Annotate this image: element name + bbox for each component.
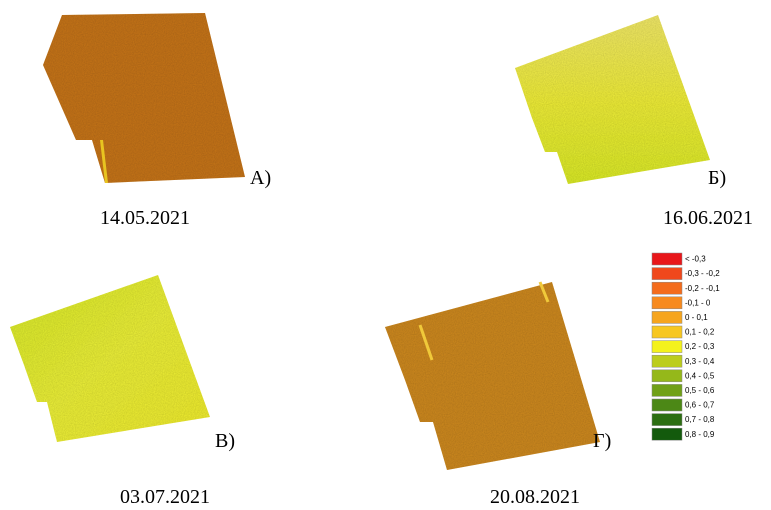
panel-letter: Б): [708, 167, 726, 189]
legend-swatch: [652, 341, 682, 353]
field-map: [43, 13, 245, 183]
legend-swatch: [652, 428, 682, 440]
panel-date: 16.06.2021: [663, 207, 753, 229]
legend-label: 0 - 0,1: [685, 313, 708, 322]
legend-label: 0,5 - 0,6: [685, 386, 715, 395]
legend-swatch: [652, 355, 682, 367]
legend-label: 0,1 - 0,2: [685, 328, 715, 337]
field-map: [385, 282, 600, 470]
legend-swatch: [652, 370, 682, 382]
legend-label: < -0,3: [685, 255, 706, 264]
legend-label: 0,4 - 0,5: [685, 371, 715, 380]
legend-swatch: [652, 414, 682, 426]
panel-date: 14.05.2021: [100, 207, 190, 229]
figure-canvas: А) 14.05.2021 Б) 16.06.2021 В) 03.07.202…: [0, 0, 771, 510]
legend-swatch: [652, 282, 682, 294]
legend-swatch: [652, 253, 682, 265]
legend-label: -0,3 - -0,2: [685, 269, 720, 278]
figure: А) 14.05.2021 Б) 16.06.2021 В) 03.07.202…: [0, 0, 771, 510]
legend-label: 0,6 - 0,7: [685, 401, 715, 410]
panel-date: 03.07.2021: [120, 486, 210, 508]
legend-label: -0,1 - 0: [685, 298, 711, 307]
panel-letter: А): [250, 167, 271, 189]
legend-swatch: [652, 399, 682, 411]
legend-swatch: [652, 268, 682, 280]
legend-swatch: [652, 297, 682, 309]
legend-swatch: [652, 384, 682, 396]
field-map: [515, 15, 710, 184]
legend-label: 0,8 - 0,9: [685, 430, 715, 439]
legend-swatch: [652, 326, 682, 338]
legend-label: 0,3 - 0,4: [685, 357, 715, 366]
field-map: [10, 275, 210, 442]
legend-swatch: [652, 311, 682, 323]
legend-label: -0,2 - -0,1: [685, 284, 720, 293]
panel-letter: Г): [593, 430, 611, 452]
legend-label: 0,2 - 0,3: [685, 342, 715, 351]
panel-letter: В): [215, 430, 235, 452]
legend-label: 0,7 - 0,8: [685, 415, 715, 424]
legend: < -0,3 -0,3 - -0,2 -0,2 - -0,1 -0,1 - 0 0 - …: [652, 253, 720, 440]
panel-date: 20.08.2021: [490, 486, 580, 508]
